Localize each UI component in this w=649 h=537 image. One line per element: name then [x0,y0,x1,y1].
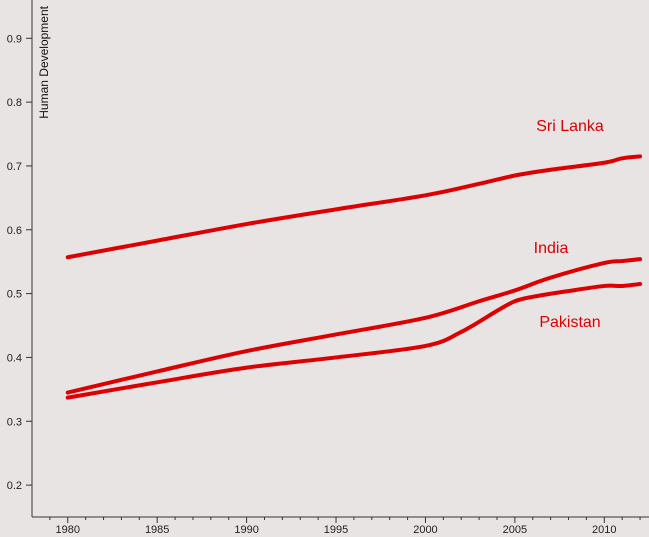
series-label-india: India [534,240,569,257]
series-line-sri-lanka [65,154,643,260]
y-tick-label: 0.5 [7,289,22,301]
y-tick-label: 0.7 [7,161,22,173]
x-tick-label: 1985 [145,524,169,536]
y-tick-label: 0.4 [7,352,22,364]
x-tick-label: 1995 [324,524,348,536]
series-label-sri-lanka: Sri Lanka [536,118,604,135]
y-tick-label: 0.8 [7,97,22,109]
y-axis-label: Human Development [37,5,51,118]
x-tick-label: 1990 [234,524,258,536]
series-line-pakistan [65,282,643,400]
x-tick-label: 2000 [413,524,437,536]
series-label-pakistan: Pakistan [539,314,600,331]
y-tick-label: 0.3 [7,416,22,428]
x-tick-label: 2005 [503,524,527,536]
y-tick-label: 0.2 [7,480,22,492]
series-labels: Sri Lanka India Pakistan [534,118,604,331]
series-lines [65,154,643,400]
y-ticks: 0.2 0.3 0.4 0.5 0.6 0.7 0.8 0.9 [7,33,32,492]
y-tick-label: 0.6 [7,225,22,237]
x-tick-label: 2010 [592,524,616,536]
series-line-india [65,257,643,395]
x-tick-label: 1980 [56,524,80,536]
y-tick-label: 0.9 [7,33,22,45]
x-ticks: 1980 1985 1990 1995 2000 2005 2010 [49,517,641,536]
